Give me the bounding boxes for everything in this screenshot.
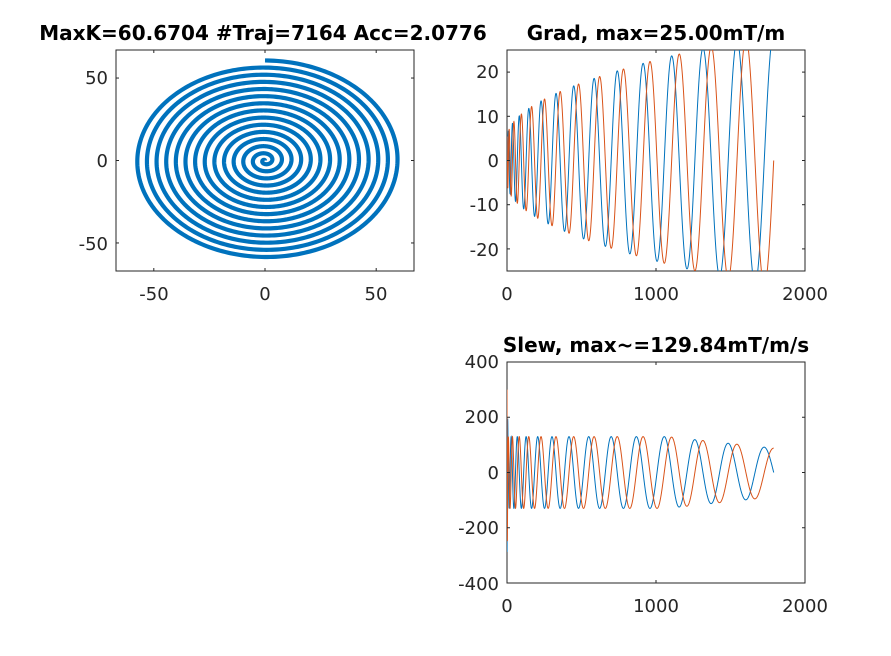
trajectory-panel: MaxK=60.6704 #Traj=7164 Acc=2.0776 -50 0… [39, 21, 487, 305]
slew-ytick-label: 0 [488, 463, 499, 484]
gradient-ytick-label: 20 [476, 62, 499, 83]
gradient-panel: Grad, max=25.00mT/m 0 1000 2000 20 10 0 … [470, 21, 828, 305]
slew-ytick-label: -400 [458, 574, 499, 595]
trajectory-tick-marks [116, 50, 414, 271]
slew-panel: Slew, max~=129.84mT/m/s 0 1000 2000 400 … [458, 333, 828, 617]
slew-plot-area [507, 389, 775, 552]
gradient-xtick-label: 0 [501, 284, 512, 305]
gradient-series-line-x [507, 50, 772, 271]
slew-ytick-label: 400 [465, 352, 499, 373]
gradient-ytick-label: -20 [470, 240, 499, 261]
slew-xtick-label: 2000 [782, 596, 828, 617]
trajectory-ytick-label: 50 [85, 68, 108, 89]
trajectory-ytick-label: -50 [79, 234, 108, 255]
slew-series-line-x [507, 418, 775, 552]
trajectory-ytick-label: 0 [97, 151, 108, 172]
slew-ytick-label: -200 [458, 518, 499, 539]
gradient-ytick-label: -10 [470, 195, 499, 216]
trajectory-xtick-label: 0 [259, 284, 270, 305]
trajectory-title: MaxK=60.6704 #Traj=7164 Acc=2.0776 [39, 21, 487, 45]
gradient-xtick-label: 1000 [633, 284, 679, 305]
slew-xtick-label: 1000 [633, 596, 679, 617]
slew-tick-marks [506, 361, 806, 584]
gradient-series-line-y [507, 50, 775, 271]
slew-series-line-y [507, 389, 774, 542]
gradient-ytick-label: 10 [476, 107, 499, 128]
gradient-plot-area [507, 50, 775, 271]
trajectory-plot-area [135, 58, 400, 260]
slew-xtick-label: 0 [501, 596, 512, 617]
trajectory-xtick-label: -50 [139, 284, 168, 305]
slew-ytick-label: 200 [465, 407, 499, 428]
slew-title: Slew, max~=129.84mT/m/s [503, 333, 809, 357]
gradient-tick-marks [506, 50, 806, 271]
trajectory-series-line [135, 58, 400, 260]
gradient-ytick-label: 0 [488, 151, 499, 172]
gradient-title: Grad, max=25.00mT/m [527, 21, 786, 45]
trajectory-xtick-label: 50 [365, 284, 388, 305]
gradient-xtick-label: 2000 [782, 284, 828, 305]
